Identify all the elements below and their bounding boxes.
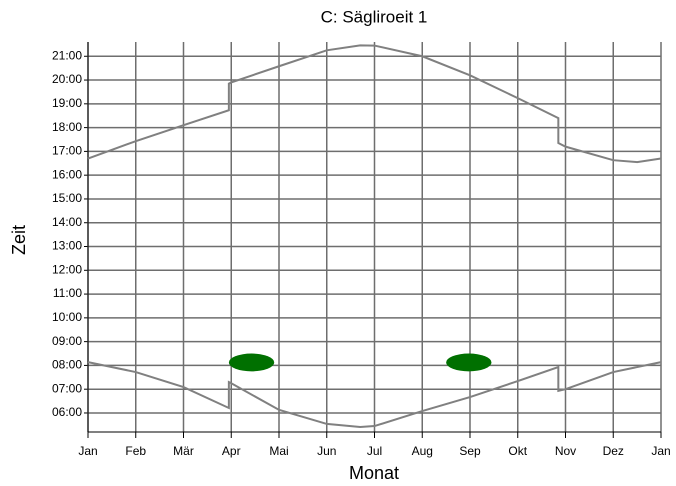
y-tick-label: 13:00 — [52, 239, 82, 253]
chart-title: C: Sägliroeit 1 — [321, 7, 428, 26]
y-tick-label: 10:00 — [52, 310, 82, 324]
y-tick-label: 15:00 — [52, 191, 82, 205]
y-tick-label: 09:00 — [52, 334, 82, 348]
y-axis-label: Zeit — [9, 225, 29, 255]
y-tick-label: 18:00 — [52, 120, 82, 134]
x-tick-label: Dez — [603, 444, 624, 458]
y-tick-label: 19:00 — [52, 96, 82, 110]
x-tick-label: Sep — [459, 444, 481, 458]
y-tick-label: 12:00 — [52, 262, 82, 276]
y-tick-label: 11:00 — [53, 286, 82, 300]
x-tick-label: Jan — [78, 444, 97, 458]
x-tick-label: Feb — [125, 444, 146, 458]
line — [87, 44, 662, 164]
y-tick-label: 20:00 — [52, 72, 82, 86]
y-tick-label: 21:00 — [52, 48, 82, 62]
x-tick-label: Jan — [651, 444, 670, 458]
x-axis-label: Monat — [349, 463, 399, 483]
x-tick-label: Jun — [317, 444, 336, 458]
x-tick-label: Jul — [367, 444, 382, 458]
x-tick-label: Apr — [222, 444, 241, 458]
x-tick-label: Okt — [508, 444, 527, 458]
y-tick-label: 17:00 — [52, 144, 82, 158]
x-tick-label: Nov — [555, 444, 576, 458]
region — [228, 353, 275, 372]
x-tick-label: Mai — [269, 444, 288, 458]
x-tick-label: Aug — [412, 444, 433, 458]
y-tick-label: 08:00 — [52, 358, 82, 372]
y-tick-label: 14:00 — [52, 215, 82, 229]
region — [446, 353, 492, 372]
y-tick-label: 06:00 — [52, 405, 82, 419]
x-tick-label: Mär — [173, 444, 194, 458]
y-tick-label: 07:00 — [52, 381, 82, 395]
y-tick-label: 16:00 — [52, 167, 82, 181]
line — [87, 361, 662, 429]
